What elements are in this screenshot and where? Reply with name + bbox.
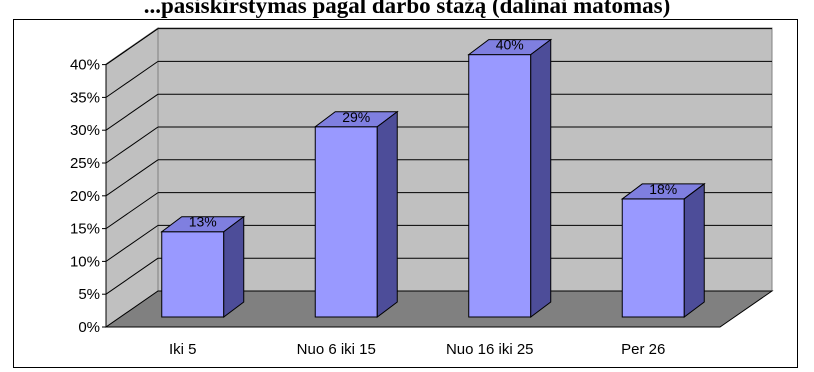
bar-front	[468, 54, 532, 318]
y-tick-label: 40%	[70, 57, 100, 74]
gridline-side	[105, 159, 159, 197]
bar-side	[530, 38, 552, 318]
y-tick-label: 35%	[70, 89, 100, 106]
gridline-side	[105, 126, 159, 164]
x-tick-label: Nuo 6 iki 15	[297, 341, 376, 358]
bar-front	[161, 231, 225, 318]
data-label: 40%	[496, 37, 524, 53]
bar-front	[314, 126, 378, 318]
x-tick-label: Iki 5	[169, 341, 197, 358]
gridline-side	[105, 60, 159, 98]
data-label: 29%	[342, 109, 370, 125]
floor	[104, 290, 774, 328]
gridline-side	[105, 93, 159, 131]
bar-side	[683, 182, 705, 318]
x-tick-label: Nuo 16 iki 25	[446, 341, 534, 358]
x-tick-label: Per 26	[621, 341, 665, 358]
y-tick-label: 10%	[70, 253, 100, 270]
gridline-side	[105, 257, 159, 295]
bar-side	[376, 110, 398, 318]
y-tick-label: 5%	[78, 286, 100, 303]
y-tick-label: 15%	[70, 221, 100, 238]
chart-title: ...pasiskirstymas pagal darbo stažą (dal…	[143, 0, 671, 18]
gridline-side	[105, 192, 159, 230]
y-tick-label: 25%	[70, 155, 100, 172]
y-axis-top	[105, 28, 159, 66]
y-tick-label: 0%	[78, 319, 100, 336]
gridline-side	[105, 224, 159, 262]
data-label: 18%	[649, 181, 677, 197]
data-label: 13%	[189, 214, 217, 230]
y-tick-label: 20%	[70, 188, 100, 205]
y-tick-label: 30%	[70, 122, 100, 139]
bar-front	[621, 198, 685, 318]
bar-side	[223, 215, 245, 318]
